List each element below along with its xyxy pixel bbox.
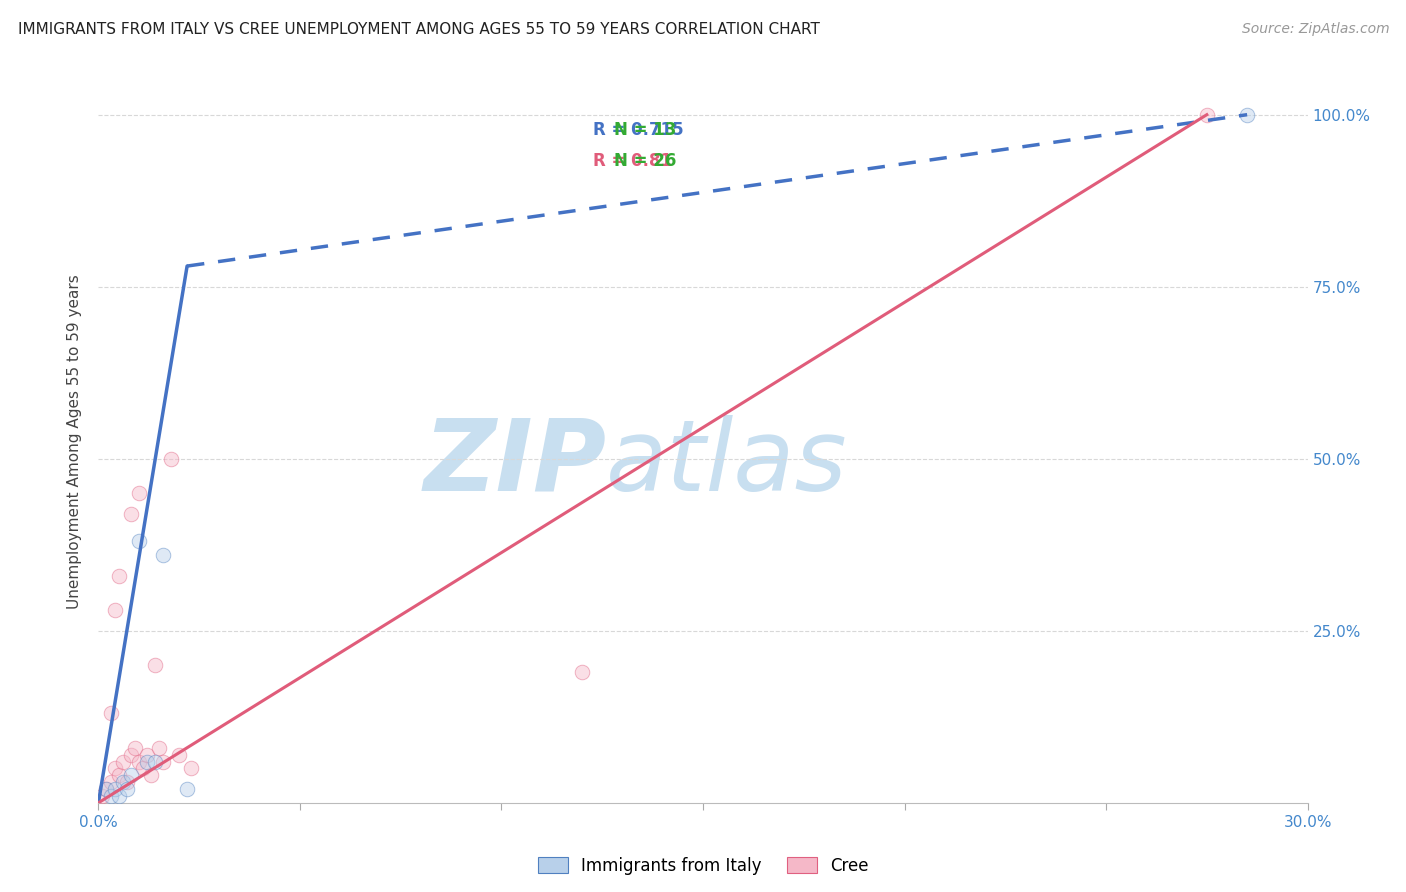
Point bbox=[160, 451, 183, 466]
Point bbox=[107, 789, 129, 803]
Point bbox=[100, 775, 122, 789]
Text: atlas: atlas bbox=[606, 415, 848, 512]
Point bbox=[120, 507, 142, 521]
Point bbox=[148, 740, 170, 755]
Point bbox=[100, 706, 122, 721]
Point bbox=[103, 603, 125, 617]
Legend: Immigrants from Italy, Cree: Immigrants from Italy, Cree bbox=[531, 850, 875, 881]
Text: N = 13: N = 13 bbox=[613, 120, 676, 139]
Point bbox=[111, 775, 134, 789]
Point bbox=[96, 782, 118, 797]
Text: IMMIGRANTS FROM ITALY VS CREE UNEMPLOYMENT AMONG AGES 55 TO 59 YEARS CORRELATION: IMMIGRANTS FROM ITALY VS CREE UNEMPLOYME… bbox=[18, 22, 820, 37]
Point bbox=[115, 775, 138, 789]
Point bbox=[128, 486, 150, 500]
Point bbox=[120, 768, 142, 782]
Y-axis label: Unemployment Among Ages 55 to 59 years: Unemployment Among Ages 55 to 59 years bbox=[67, 274, 83, 609]
Point bbox=[180, 761, 202, 775]
Point bbox=[135, 747, 157, 762]
Text: N = 26: N = 26 bbox=[613, 152, 676, 170]
Point bbox=[128, 755, 150, 769]
Point bbox=[107, 568, 129, 582]
Point bbox=[167, 747, 190, 762]
Point bbox=[115, 782, 138, 797]
Point bbox=[96, 782, 118, 797]
Point bbox=[128, 534, 150, 549]
Text: R = 0.81: R = 0.81 bbox=[593, 152, 672, 170]
Point bbox=[111, 755, 134, 769]
Text: R = 0.715: R = 0.715 bbox=[593, 120, 683, 139]
Point bbox=[1195, 108, 1218, 122]
Point bbox=[107, 768, 129, 782]
Point bbox=[103, 761, 125, 775]
Text: ZIP: ZIP bbox=[423, 415, 606, 512]
Point bbox=[124, 740, 146, 755]
Point bbox=[571, 665, 593, 679]
Point bbox=[135, 755, 157, 769]
Point bbox=[100, 789, 122, 803]
Point bbox=[176, 782, 198, 797]
Point bbox=[143, 755, 166, 769]
Point bbox=[1236, 108, 1258, 122]
Text: Source: ZipAtlas.com: Source: ZipAtlas.com bbox=[1241, 22, 1389, 37]
Point bbox=[143, 658, 166, 673]
Point bbox=[91, 789, 114, 803]
Point bbox=[152, 548, 174, 562]
Point bbox=[120, 747, 142, 762]
Point bbox=[132, 761, 155, 775]
Point bbox=[103, 782, 125, 797]
Point bbox=[139, 768, 162, 782]
Point bbox=[152, 755, 174, 769]
